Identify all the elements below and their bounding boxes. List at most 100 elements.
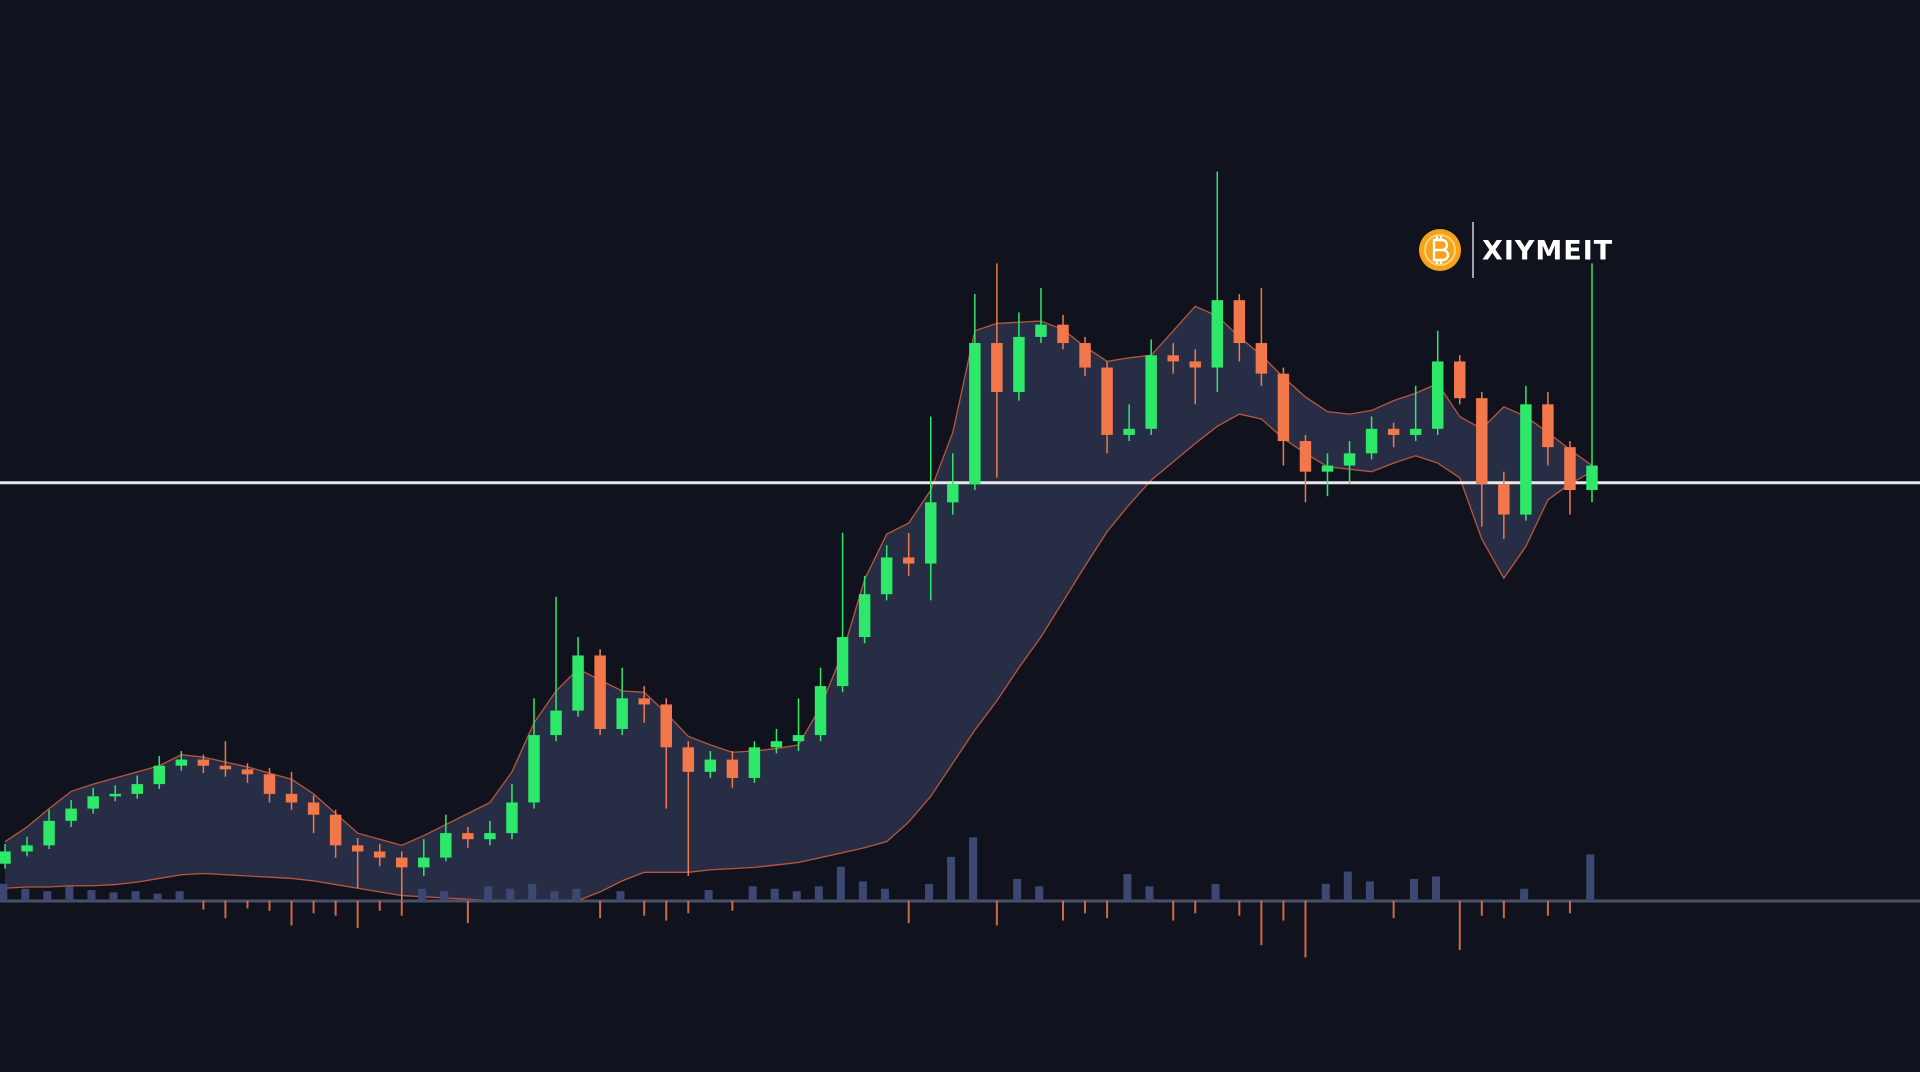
volume-bar	[1260, 901, 1263, 946]
volume-bar	[687, 901, 690, 914]
candle-body	[263, 774, 276, 794]
volume-bar	[925, 883, 934, 901]
candle-body	[131, 784, 143, 794]
candle-body	[506, 802, 518, 834]
volume-bar	[109, 892, 118, 901]
candle-body	[197, 759, 210, 766]
candle-body	[991, 343, 1003, 393]
candle-body	[418, 857, 430, 868]
candle-body	[1476, 398, 1488, 484]
candle-body	[550, 710, 562, 736]
volume-bar	[202, 901, 205, 910]
volume-bar	[1365, 881, 1374, 901]
volume-bar	[1343, 871, 1352, 901]
volume-bar	[175, 891, 184, 901]
volume-bar	[1502, 901, 1505, 919]
candle-body	[1343, 453, 1356, 466]
volume-bar	[1084, 901, 1087, 914]
volume-bar	[1321, 883, 1330, 901]
volume-bar	[87, 889, 96, 901]
candle-body	[1057, 324, 1069, 344]
candle-body	[594, 655, 606, 729]
brand-logo: XIYMEIT	[1419, 222, 1612, 278]
coin-ring	[1424, 234, 1456, 266]
volume-bar	[1123, 874, 1132, 901]
candle-body	[616, 698, 628, 729]
volume-bar	[792, 891, 801, 901]
candle-body	[704, 759, 717, 772]
volume-bar	[1458, 901, 1461, 951]
candle-body	[1101, 367, 1113, 435]
candle-body	[351, 845, 364, 852]
candle-body	[770, 741, 783, 748]
candle-body	[219, 765, 232, 770]
coin-glyph	[1432, 236, 1450, 264]
volume-bar	[665, 901, 668, 921]
candle-body	[880, 557, 893, 595]
candle-body	[43, 820, 55, 846]
volume-bar	[947, 856, 956, 901]
volume-bar	[1238, 901, 1241, 916]
volume-bar	[43, 891, 52, 901]
volume-bar	[131, 891, 140, 901]
volume-bar	[400, 901, 403, 916]
candle-body	[1542, 404, 1554, 448]
volume-bar	[440, 891, 449, 901]
volume-bar	[1013, 878, 1022, 901]
volume-bar	[748, 886, 757, 901]
candle-body	[21, 845, 33, 852]
candle-body	[925, 502, 937, 564]
candle-body	[329, 814, 342, 846]
candle-body	[1564, 447, 1576, 491]
candle-body	[1321, 465, 1334, 472]
volume-bar	[21, 888, 30, 901]
candle-body	[1123, 428, 1135, 435]
volume-bar	[224, 901, 227, 919]
candle-body	[1365, 428, 1378, 454]
candle-body	[792, 735, 805, 742]
volume-bar	[616, 891, 625, 901]
volume-bar	[995, 901, 998, 926]
candle-body	[175, 759, 188, 766]
volume-bar	[356, 901, 359, 928]
candle-body	[969, 343, 981, 484]
volume-bar	[153, 893, 162, 901]
volume-bar	[246, 901, 249, 909]
candle-body	[285, 793, 298, 803]
volume-layer	[0, 837, 1920, 958]
candle-body	[1167, 355, 1179, 362]
volume-bar	[1106, 901, 1109, 919]
candle-body	[858, 594, 871, 638]
volume-bar	[1062, 901, 1064, 921]
volume-bar	[1480, 901, 1483, 916]
candle-body	[528, 735, 540, 803]
candle-body	[153, 765, 166, 785]
band-area	[5, 306, 1592, 901]
volume-bar	[731, 901, 734, 911]
volume-bar	[814, 886, 823, 901]
volume-bar	[1586, 854, 1595, 901]
volume-bar	[268, 901, 271, 911]
candle-body	[1189, 361, 1201, 368]
candle-body	[109, 793, 121, 797]
candle-body	[1013, 336, 1025, 393]
volume-bar	[1568, 901, 1571, 914]
volume-bar	[1145, 886, 1154, 901]
volume-bar	[572, 888, 581, 901]
candle-body	[87, 796, 99, 809]
candle-body	[241, 769, 254, 775]
candle-body	[65, 808, 77, 821]
volume-bar	[378, 901, 381, 911]
volume-bar	[858, 881, 867, 901]
candle-body	[440, 833, 452, 858]
candle-body	[0, 851, 11, 864]
volume-bar	[1211, 883, 1220, 901]
volume-bar	[1520, 888, 1529, 901]
volume-bar	[506, 888, 515, 901]
candle-body	[1255, 343, 1268, 374]
volume-bar	[704, 889, 713, 901]
candle-body	[660, 704, 672, 748]
volume-bar	[0, 883, 8, 901]
